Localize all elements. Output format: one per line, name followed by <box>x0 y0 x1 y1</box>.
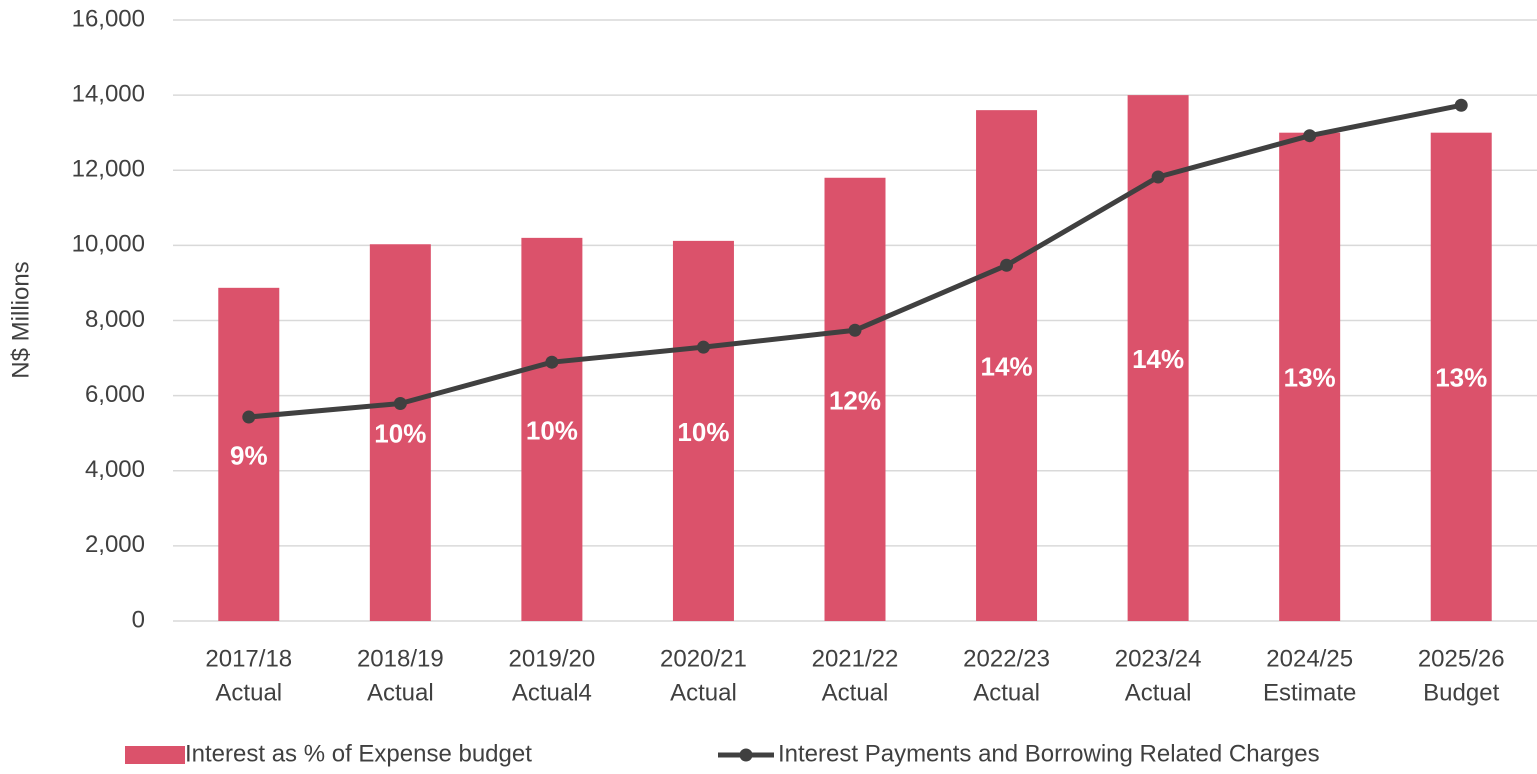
data-label: 13% <box>1435 363 1487 393</box>
bar <box>521 237 583 622</box>
x-tick-label: Estimate <box>1263 679 1356 706</box>
legend-swatch <box>739 748 753 762</box>
x-tick-label: 2023/24 <box>1115 645 1202 672</box>
x-tick-label: 2017/18 <box>205 645 292 672</box>
data-label: 10% <box>374 418 426 448</box>
x-tick-label: Actual <box>822 679 889 706</box>
data-label: 14% <box>1132 344 1184 374</box>
line-point <box>242 410 256 424</box>
data-label: 10% <box>677 417 729 447</box>
y-tick-label: 4,000 <box>85 456 145 483</box>
bar <box>218 287 280 621</box>
y-tick-label: 0 <box>132 606 145 633</box>
x-tick-label: Budget <box>1423 679 1499 706</box>
bar <box>672 240 734 621</box>
x-tick-label: 2024/25 <box>1266 645 1353 672</box>
legend-label: Interest Payments and Borrowing Related … <box>778 740 1320 767</box>
data-label: 13% <box>1284 363 1336 393</box>
data-label: 14% <box>981 351 1033 381</box>
y-tick-label: 6,000 <box>85 381 145 408</box>
x-tick-label: 2022/23 <box>963 645 1050 672</box>
bar <box>1279 132 1341 621</box>
data-label: 9% <box>230 440 268 470</box>
x-tick-label: 2025/26 <box>1418 645 1505 672</box>
y-tick-label: 12,000 <box>72 156 145 183</box>
x-tick-label: 2021/22 <box>812 645 899 672</box>
line-point <box>1000 258 1014 272</box>
x-tick-label: Actual <box>367 679 434 706</box>
bar <box>976 110 1038 622</box>
bar <box>369 244 431 622</box>
y-tick-label: 16,000 <box>72 5 145 32</box>
data-label: 12% <box>829 385 881 415</box>
line-point <box>1303 129 1317 143</box>
y-tick-label: 14,000 <box>72 80 145 107</box>
x-tick-label: Actual <box>215 679 282 706</box>
line-point <box>1454 98 1468 112</box>
y-tick-label: 10,000 <box>72 231 145 258</box>
y-axis-title: N$ Millions <box>7 261 34 378</box>
line-point <box>696 340 710 354</box>
x-tick-label: 2018/19 <box>357 645 444 672</box>
line-point <box>545 355 559 369</box>
x-tick-label: Actual4 <box>512 679 592 706</box>
y-tick-label: 2,000 <box>85 531 145 558</box>
line-point <box>393 397 407 411</box>
line-point <box>848 323 862 337</box>
bar <box>1430 132 1492 621</box>
x-tick-label: Actual <box>1125 679 1192 706</box>
y-tick-label: 8,000 <box>85 306 145 333</box>
x-tick-label: Actual <box>973 679 1040 706</box>
x-tick-label: Actual <box>670 679 737 706</box>
x-tick-label: 2019/20 <box>509 645 596 672</box>
data-label: 10% <box>526 415 578 445</box>
x-tick-label: 2020/21 <box>660 645 747 672</box>
legend-swatch <box>125 746 185 764</box>
line-point <box>1151 170 1165 184</box>
bar <box>824 177 886 621</box>
legend-label: Interest as % of Expense budget <box>185 740 532 767</box>
